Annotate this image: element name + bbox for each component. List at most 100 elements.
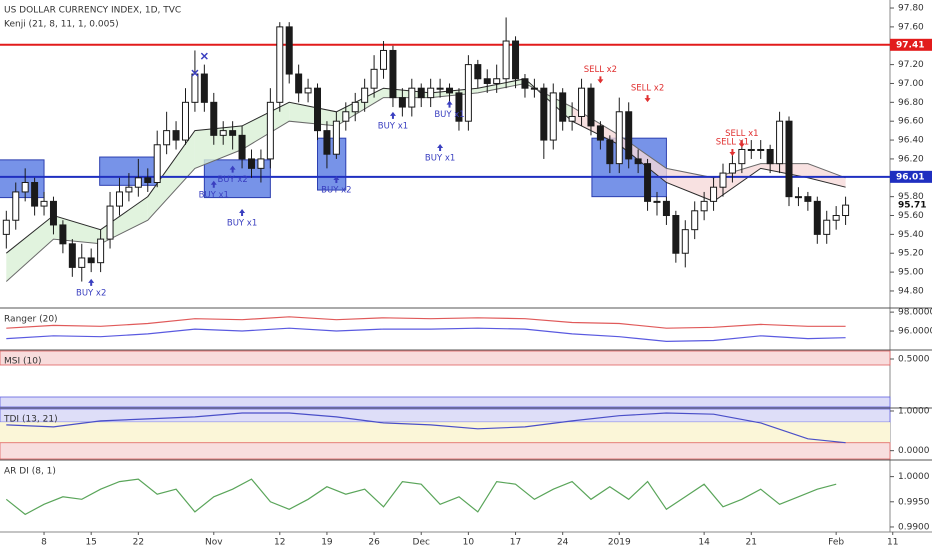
signal-arrow bbox=[446, 100, 453, 108]
y-tick-label: 1.0000 bbox=[898, 406, 930, 416]
panel-title: Ranger (20) bbox=[4, 315, 58, 325]
candle-body bbox=[380, 49, 388, 70]
candle-body bbox=[219, 130, 227, 136]
candle-body bbox=[794, 196, 802, 199]
x-tick-label: Dec bbox=[413, 538, 430, 548]
signal-label: SELL x1 bbox=[725, 129, 758, 139]
candle-body bbox=[370, 68, 378, 89]
panel-title: TDI (13, 21) bbox=[3, 415, 58, 425]
y-tick-label: 0.9900 bbox=[898, 522, 930, 532]
level-label-box bbox=[890, 170, 932, 183]
candle-body bbox=[87, 257, 95, 264]
candle-body bbox=[163, 130, 171, 146]
level-label-box bbox=[890, 38, 932, 51]
y-tick-label: 97.20 bbox=[898, 60, 924, 70]
candle-body bbox=[304, 87, 312, 94]
candle-body bbox=[285, 26, 293, 75]
candle-body bbox=[672, 215, 680, 254]
x-tick-label: 26 bbox=[368, 538, 380, 548]
indicator-line bbox=[6, 316, 846, 329]
y-tick-label: 95.20 bbox=[898, 249, 924, 259]
candle-body bbox=[181, 101, 189, 141]
indicator-line bbox=[6, 327, 846, 343]
band bbox=[0, 350, 891, 366]
candle-body bbox=[776, 120, 784, 165]
signal-arrow bbox=[88, 278, 95, 286]
x-tick-label: 8 bbox=[41, 538, 47, 548]
kenji-cloud bbox=[713, 163, 761, 202]
indicator-line bbox=[6, 412, 846, 444]
y-tick-label: 96.0000 bbox=[898, 327, 932, 337]
y-tick-label: 97.80 bbox=[898, 4, 924, 14]
y-tick-label: 95.40 bbox=[898, 230, 924, 240]
candle-body bbox=[257, 158, 265, 169]
panel-title: AR DI (8, 1) bbox=[4, 467, 56, 477]
candle-body bbox=[587, 87, 595, 127]
y-tick-label: 97.60 bbox=[898, 22, 924, 32]
candle-body bbox=[568, 115, 576, 122]
band bbox=[0, 408, 891, 423]
candle-body bbox=[427, 87, 435, 99]
candle-body bbox=[68, 243, 76, 268]
signal-label: BUY x1 bbox=[227, 219, 257, 229]
chart-title: US DOLLAR CURRENCY INDEX, 1D, TVC bbox=[4, 6, 181, 16]
candle-body bbox=[738, 148, 746, 165]
candle-body bbox=[295, 73, 303, 94]
x-tick-label: 12 bbox=[274, 538, 285, 548]
candle-body bbox=[483, 78, 491, 84]
signal-label: BUY x2 bbox=[321, 186, 351, 196]
candle-body bbox=[408, 87, 416, 108]
candle-body bbox=[521, 78, 529, 89]
candle-body bbox=[323, 130, 331, 155]
signal-label: SELL x2 bbox=[631, 84, 664, 94]
y-tick-label: 95.60 bbox=[898, 211, 924, 221]
signal-arrow bbox=[389, 111, 396, 119]
x-tick-label: 2019 bbox=[608, 538, 631, 548]
kenji-cloud bbox=[477, 78, 525, 93]
signal-label: SELL x2 bbox=[584, 65, 617, 75]
y-tick-label: 0.9950 bbox=[898, 497, 930, 507]
candle-body bbox=[710, 186, 718, 202]
signal-arrow bbox=[738, 140, 745, 148]
signal-arrow bbox=[229, 165, 236, 173]
candle-body bbox=[134, 177, 142, 188]
candle-body bbox=[842, 204, 850, 217]
candle-body bbox=[728, 163, 736, 174]
candle-body bbox=[455, 92, 463, 122]
candle-body bbox=[398, 97, 406, 108]
candle-body bbox=[813, 200, 821, 235]
signal-arrow bbox=[437, 143, 444, 151]
candle-body bbox=[172, 130, 180, 141]
candle-body bbox=[766, 148, 774, 165]
x-tick-label: 17 bbox=[510, 538, 521, 548]
candle-body bbox=[417, 87, 425, 99]
x-tick-label: 11 bbox=[887, 538, 898, 548]
candle-body bbox=[578, 87, 586, 117]
y-tick-label: 96.60 bbox=[898, 117, 924, 127]
candle-body bbox=[681, 229, 689, 254]
zone bbox=[317, 137, 347, 191]
candle-body bbox=[474, 64, 482, 80]
y-tick-label: 0.0000 bbox=[898, 446, 930, 456]
candle-body bbox=[49, 200, 57, 226]
candle-body bbox=[342, 111, 350, 122]
candle-body bbox=[78, 257, 86, 268]
candle-body bbox=[229, 130, 237, 136]
candle-body bbox=[653, 200, 661, 203]
y-tick-label: 95.80 bbox=[898, 192, 924, 202]
candle-body bbox=[757, 148, 765, 151]
x-tick-label: 15 bbox=[85, 538, 96, 548]
signal-label: SELL x1 bbox=[716, 137, 749, 147]
candle-body bbox=[644, 163, 652, 202]
candle-body bbox=[247, 158, 255, 169]
signal-arrow bbox=[210, 180, 217, 188]
candle-body bbox=[606, 139, 614, 165]
kenji-cloud bbox=[807, 163, 846, 188]
y-tick-label: 96.80 bbox=[898, 98, 924, 108]
candle-body bbox=[549, 92, 557, 141]
y-tick-label: 98.0000 bbox=[898, 308, 932, 318]
signal-arrow bbox=[597, 76, 604, 84]
signal-label: BUY x1 bbox=[199, 190, 229, 200]
y-tick-label: 96.20 bbox=[898, 154, 924, 164]
